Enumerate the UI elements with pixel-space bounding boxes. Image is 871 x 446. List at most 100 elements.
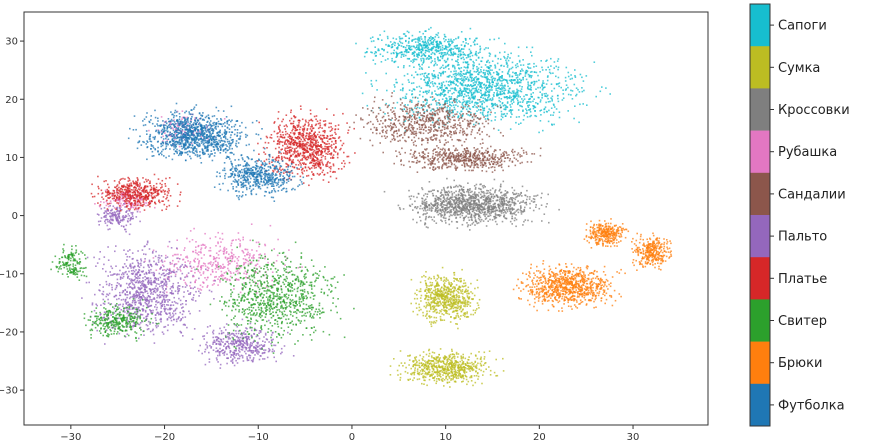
data-point — [447, 360, 449, 362]
data-point — [238, 271, 240, 274]
data-point — [413, 88, 416, 91]
data-point — [417, 212, 419, 214]
data-point — [428, 190, 431, 193]
data-point — [413, 55, 416, 57]
data-point — [469, 229, 471, 231]
data-point — [495, 87, 497, 90]
data-point — [426, 312, 428, 315]
data-point — [548, 221, 550, 224]
data-point — [474, 206, 477, 208]
data-point — [430, 207, 432, 210]
data-point — [435, 312, 438, 314]
data-point — [448, 203, 451, 205]
data-point — [200, 248, 202, 251]
data-point — [463, 93, 466, 96]
data-point — [394, 107, 396, 109]
data-point — [463, 297, 465, 299]
data-point — [503, 93, 506, 95]
data-point — [481, 102, 483, 105]
data-point — [455, 100, 457, 102]
data-point — [520, 122, 522, 124]
data-point — [425, 217, 427, 220]
data-point — [440, 277, 443, 279]
data-point — [428, 51, 430, 53]
data-point — [420, 36, 422, 38]
data-point — [122, 204, 124, 207]
data-point — [416, 297, 419, 300]
data-point — [439, 290, 441, 293]
data-point — [456, 278, 458, 280]
data-point — [470, 313, 472, 316]
data-point — [498, 77, 501, 80]
data-point — [460, 44, 463, 46]
data-point — [453, 376, 456, 378]
data-point — [477, 198, 480, 201]
data-point — [444, 89, 446, 92]
data-point — [441, 214, 444, 216]
data-point — [485, 100, 487, 102]
data-point — [478, 82, 480, 85]
data-point — [583, 89, 585, 92]
data-point — [234, 256, 237, 258]
data-point — [414, 114, 416, 116]
data-point — [415, 362, 418, 364]
data-point — [455, 74, 458, 77]
data-point — [409, 378, 411, 380]
data-point — [494, 217, 497, 219]
data-point — [422, 363, 425, 365]
data-point — [507, 59, 510, 62]
data-point — [435, 201, 437, 203]
data-point — [474, 220, 477, 222]
data-point — [459, 101, 461, 103]
data-point — [427, 190, 430, 193]
data-point — [176, 267, 178, 269]
data-point — [508, 74, 511, 76]
data-point — [470, 94, 473, 97]
data-point — [446, 211, 448, 214]
data-point — [514, 64, 517, 67]
data-point — [408, 31, 410, 34]
data-point — [508, 69, 510, 72]
data-point — [440, 51, 443, 54]
data-point — [435, 222, 438, 224]
data-point — [454, 317, 456, 319]
data-point — [247, 263, 250, 265]
data-point — [487, 59, 489, 62]
data-point — [510, 80, 512, 82]
data-point — [491, 69, 493, 71]
data-point — [396, 55, 398, 58]
data-point — [459, 300, 462, 303]
data-point — [453, 296, 455, 298]
data-point — [241, 287, 243, 289]
data-point — [474, 43, 476, 46]
data-point — [209, 237, 211, 240]
data-point — [416, 372, 419, 374]
data-point — [470, 208, 472, 210]
data-point — [456, 101, 458, 104]
data-point — [448, 287, 450, 289]
data-point — [464, 207, 466, 210]
data-point — [545, 92, 547, 95]
data-point — [194, 281, 196, 284]
data-point — [467, 56, 470, 58]
data-point — [579, 73, 582, 76]
data-point — [453, 106, 456, 109]
data-point — [494, 55, 497, 58]
data-point — [475, 121, 478, 123]
data-point — [410, 195, 413, 197]
data-point — [235, 270, 238, 273]
data-point — [422, 41, 425, 44]
data-point — [426, 372, 429, 375]
data-point — [435, 51, 438, 53]
data-point — [562, 97, 565, 99]
data-point — [454, 123, 457, 125]
data-point — [440, 310, 442, 313]
data-point — [411, 90, 413, 92]
data-point — [391, 60, 393, 62]
data-point — [436, 202, 438, 205]
data-point — [409, 109, 411, 112]
data-point — [517, 80, 519, 83]
data-point — [443, 279, 446, 281]
data-point — [476, 78, 478, 80]
data-point — [382, 55, 384, 57]
